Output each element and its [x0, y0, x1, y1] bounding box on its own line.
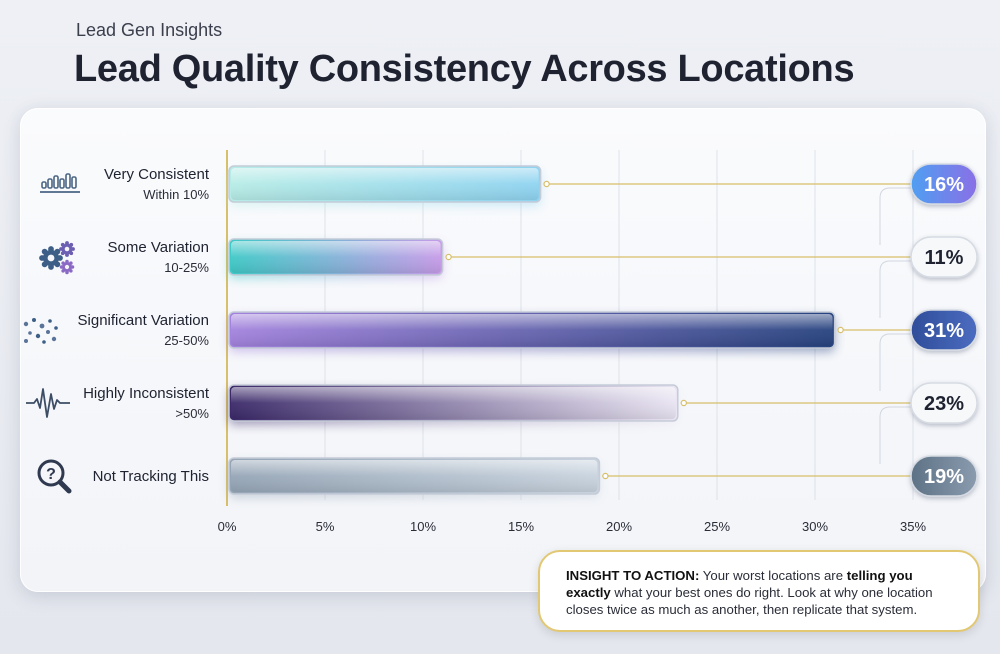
pulse-wave-icon — [26, 388, 70, 418]
connector-dot — [445, 253, 452, 261]
category-label: Not Tracking This — [93, 468, 209, 485]
x-axis-ticks: 0% 5% 10% 15% 20% 25% 30% 35% — [218, 519, 927, 534]
connectors — [445, 180, 911, 480]
category-label: Some Variation — [108, 239, 209, 256]
value-label: 31% — [924, 320, 964, 342]
bars — [228, 165, 836, 498]
category-label: Very Consistent — [104, 166, 210, 183]
connector-guide — [879, 406, 911, 464]
category-icons: ? — [23, 173, 80, 494]
category-sublabel: 10-25% — [164, 260, 209, 275]
category-label: Significant Variation — [78, 312, 209, 329]
connector-guide — [879, 260, 911, 318]
bar-chart-icon — [40, 173, 80, 193]
insight-heading: INSIGHT TO ACTION: — [566, 568, 700, 583]
value-badges: 16% 11% 31% 23% 19% — [910, 163, 978, 497]
x-tick-label: 5% — [316, 519, 335, 534]
x-tick-label: 0% — [218, 519, 237, 534]
value-badge — [910, 236, 978, 278]
connector-guide — [879, 333, 911, 391]
x-tick-label: 35% — [900, 519, 926, 534]
x-tick-label: 10% — [410, 519, 436, 534]
category-sublabel: Within 10% — [143, 187, 209, 202]
value-badge — [910, 382, 978, 424]
category-labels: Very Consistent Within 10% Some Variation 1… — [78, 166, 210, 485]
connector-guide — [879, 187, 911, 245]
x-tick-label: 25% — [704, 519, 730, 534]
category-sublabel: >50% — [175, 406, 209, 421]
svg-text:?: ? — [46, 466, 56, 483]
connector-dot — [543, 180, 550, 188]
gears-icon — [39, 241, 75, 275]
category-label: Highly Inconsistent — [83, 385, 210, 402]
connector-dot — [837, 326, 844, 334]
value-label: 11% — [925, 247, 964, 269]
value-badge — [910, 163, 978, 205]
value-label: 16% — [924, 174, 964, 196]
x-tick-label: 30% — [802, 519, 828, 534]
insight-emphasis: telling you exactly — [566, 568, 913, 600]
value-label: 23% — [924, 393, 964, 415]
value-badge — [910, 455, 978, 497]
value-label: 19% — [924, 466, 964, 488]
insight-text-1: Your worst locations are — [702, 568, 844, 583]
insight-callout: INSIGHT TO ACTION: Your worst locations … — [538, 550, 980, 632]
category-sublabel: 25-50% — [164, 333, 209, 348]
insight-text-2: what your best ones do right. Look at wh… — [566, 585, 933, 617]
value-badge — [910, 309, 978, 351]
connector-dot — [602, 472, 609, 480]
question-magnifier-icon: ? — [37, 459, 72, 494]
connector-dot — [680, 399, 688, 407]
x-tick-label: 15% — [508, 519, 534, 534]
page-title: Lead Quality Consistency Across Location… — [74, 48, 855, 90]
header-subtitle: Lead Gen Insights — [76, 20, 223, 40]
scatter-dots-icon — [23, 318, 58, 344]
x-tick-label: 20% — [606, 519, 632, 534]
